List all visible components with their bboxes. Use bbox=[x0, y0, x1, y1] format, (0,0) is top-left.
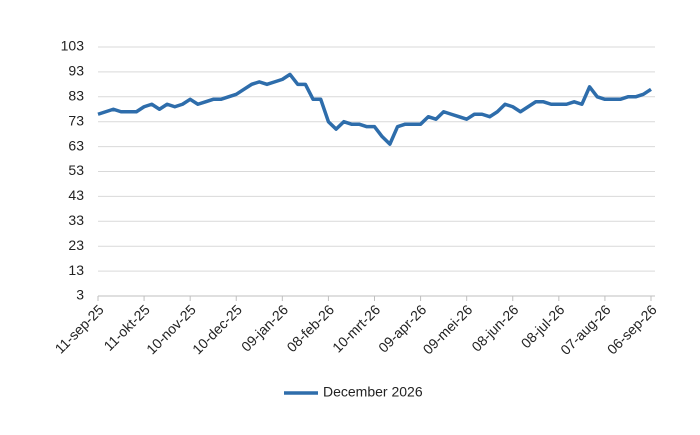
x-tick-label: 08-feb-26 bbox=[283, 301, 337, 355]
x-tick-label: 06-sep-26 bbox=[604, 301, 660, 357]
y-tick-label: 33 bbox=[68, 212, 84, 228]
y-tick-label: 53 bbox=[68, 162, 84, 178]
x-tick-label: 10-dec-25 bbox=[189, 301, 245, 357]
x-tick-label: 10-mrt-26 bbox=[329, 301, 383, 355]
x-tick-label: 11-sep-25 bbox=[52, 301, 107, 356]
y-tick-label: 3 bbox=[76, 287, 84, 303]
legend-label: December 2026 bbox=[323, 384, 423, 400]
y-tick-label: 23 bbox=[68, 237, 84, 253]
y-tick-label: 63 bbox=[68, 137, 84, 153]
x-tick-label: 07-aug-26 bbox=[557, 301, 614, 358]
y-tick-label: 43 bbox=[68, 187, 84, 203]
y-tick-label: 103 bbox=[61, 38, 85, 54]
y-tick-label: 93 bbox=[68, 63, 84, 79]
x-tick-label: 09-mei-26 bbox=[420, 301, 476, 357]
x-tick-label: 09-jan-26 bbox=[238, 301, 291, 354]
data-line bbox=[97, 72, 652, 146]
y-tick-label: 73 bbox=[68, 112, 84, 128]
y-tick-label: 83 bbox=[68, 88, 84, 104]
y-tick-label: 13 bbox=[68, 262, 84, 278]
x-tick-label: 08-jun-26 bbox=[468, 301, 521, 354]
